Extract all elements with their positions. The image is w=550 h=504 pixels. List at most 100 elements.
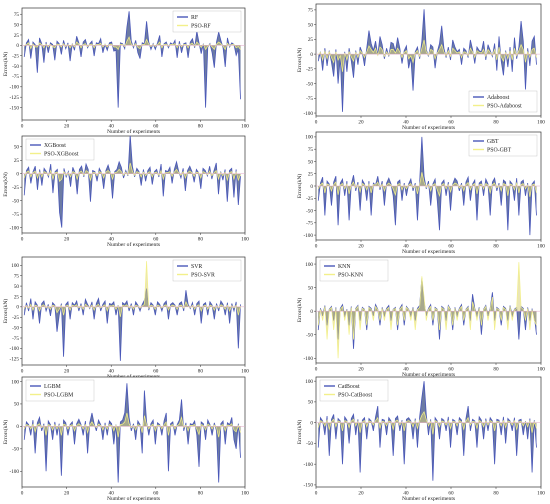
x-tick-label: 60 (448, 244, 454, 250)
y-axis-title: Errors(kN) (296, 174, 303, 199)
legend-box (319, 379, 389, 402)
series-line-0 (317, 136, 537, 236)
y-tick-label: 25 (14, 33, 20, 39)
x-axis-title: Number of experiments (402, 248, 455, 255)
y-axis-title: Errors(kN) (296, 48, 303, 73)
legend-label-1: PSO-XGBoost (44, 152, 79, 158)
x-tick-label: 80 (493, 367, 499, 373)
y-axis-title: Errors(kN) (296, 420, 303, 445)
y-tick-label: -150 (303, 483, 313, 489)
plot-area (316, 381, 541, 481)
plot-area (22, 383, 245, 483)
legend-label-0: GBT (487, 139, 499, 145)
y-tick-label: 75 (308, 147, 314, 153)
legend: SVR PSO-SVR (172, 259, 242, 282)
x-tick-label: 100 (241, 124, 249, 130)
y-tick-label: 0 (16, 424, 19, 430)
legend-box (172, 10, 242, 33)
x-tick-label: 0 (315, 491, 318, 497)
plot-area (316, 262, 541, 359)
y-tick-label: -150 (9, 105, 19, 111)
y-axis-title: Errors(kN) (2, 420, 9, 445)
x-tick-label: 80 (198, 237, 204, 243)
y-tick-label: -75 (306, 96, 313, 102)
series-line-0 (23, 11, 241, 108)
legend-box (468, 90, 538, 113)
y-tick-label: -75 (306, 221, 313, 227)
chart-panel-6: 100 50 0 -50 -100 0 20 40 60 80 100 Number of exper… (2, 376, 249, 502)
x-tick-label: 80 (198, 124, 204, 130)
legend-label-0: Adaboost (487, 95, 510, 101)
series-line-1 (23, 261, 241, 317)
x-tick-label: 0 (315, 120, 318, 126)
x-tick-label: 40 (109, 124, 115, 130)
y-tick-label: -50 (306, 333, 313, 339)
x-tick-label: 20 (64, 491, 70, 497)
legend-label-1: PSO-RF (191, 24, 211, 30)
y-tick-label: -50 (12, 198, 19, 204)
y-tick-label: 0 (310, 52, 313, 58)
legend-box (25, 138, 95, 161)
chart-panel-4: 1007550250-25-50-75-100-125020406080100N… (2, 256, 249, 380)
y-tick-label: -50 (306, 208, 313, 214)
y-tick-label: 50 (14, 22, 20, 28)
plot-area (22, 136, 245, 228)
legend-label-1: PSO-SVR (191, 273, 215, 279)
legend-box (319, 259, 389, 282)
x-tick-label: 0 (21, 491, 24, 497)
y-axis-title: Errors(kN) (2, 52, 9, 77)
x-tick-label: 40 (403, 120, 409, 126)
y-tick-label: 100 (11, 379, 19, 385)
y-tick-label: -100 (9, 346, 19, 352)
series-area-1 (24, 37, 241, 50)
y-tick-label: 75 (14, 273, 20, 279)
legend: RF PSO-RF (172, 10, 242, 33)
y-tick-label: -25 (306, 196, 313, 202)
x-tick-label: 80 (198, 369, 204, 375)
x-axis-title: Number of experiments (107, 373, 160, 380)
y-tick-label: -25 (12, 185, 19, 191)
legend-label-0: RF (191, 15, 199, 21)
x-tick-label: 60 (153, 369, 159, 375)
y-axis-title: Errors(kN) (2, 299, 9, 324)
legend-label-0: XGBoost (44, 143, 66, 149)
series-line-0 (23, 383, 241, 483)
y-tick-label: -100 (303, 233, 313, 239)
x-tick-label: 60 (448, 120, 454, 126)
y-tick-label: 0 (310, 184, 313, 190)
x-tick-label: 20 (358, 120, 364, 126)
y-tick-label: 50 (308, 22, 314, 28)
y-tick-label: -100 (303, 356, 313, 362)
y-tick-label: -75 (12, 74, 19, 80)
x-tick-label: 20 (64, 124, 70, 130)
legend: KNN PSO-KNN (319, 259, 389, 282)
plot-area (22, 11, 245, 108)
x-tick-label: 20 (64, 237, 70, 243)
legend-label-1: PSO-KNN (338, 273, 364, 279)
x-tick-label: 40 (403, 491, 409, 497)
x-tick-label: 60 (153, 237, 159, 243)
y-tick-label: 25 (14, 294, 20, 300)
y-tick-label: -125 (9, 357, 19, 363)
legend-label-1: PSO-CatBoost (338, 393, 373, 399)
x-tick-label: 20 (64, 369, 70, 375)
y-tick-label: 50 (14, 284, 20, 290)
x-tick-label: 20 (358, 244, 364, 250)
legend-label-0: LGBM (44, 384, 61, 390)
y-tick-label: 100 (305, 135, 313, 141)
legend-label-1: PSO-LGBM (44, 393, 73, 399)
series-line-0 (317, 381, 537, 481)
y-axis-title: Errors(kN) (296, 298, 303, 323)
x-tick-label: 0 (21, 237, 24, 243)
x-axis-title: Number of experiments (402, 371, 455, 378)
x-tick-label: 100 (241, 237, 249, 243)
y-tick-label: -50 (12, 325, 19, 331)
legend: LGBM PSO-LGBM (25, 379, 95, 402)
x-tick-label: 60 (153, 124, 159, 130)
x-tick-label: 100 (537, 367, 545, 373)
plot-area (22, 261, 245, 361)
x-tick-label: 40 (109, 369, 115, 375)
y-tick-label: -50 (306, 81, 313, 87)
